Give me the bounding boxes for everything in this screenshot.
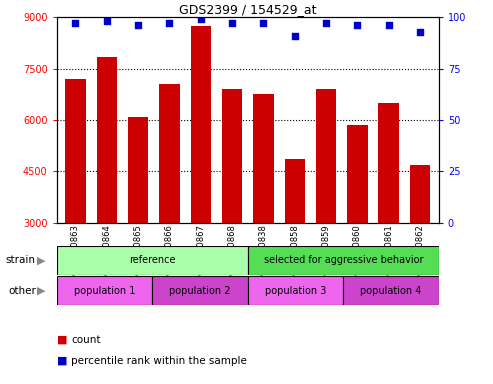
Bar — [191, 26, 211, 223]
Point — [166, 20, 174, 26]
Bar — [222, 89, 242, 223]
Point — [353, 22, 361, 28]
Text: count: count — [71, 335, 101, 345]
Text: ■: ■ — [57, 356, 67, 366]
Bar — [57, 246, 247, 275]
Text: reference: reference — [129, 255, 176, 265]
Bar — [347, 125, 367, 223]
Point — [385, 22, 392, 28]
Bar — [410, 164, 430, 223]
Point — [259, 20, 267, 26]
Text: population 3: population 3 — [265, 286, 326, 296]
Point — [322, 20, 330, 26]
Bar — [65, 79, 86, 223]
Text: selected for aggressive behavior: selected for aggressive behavior — [263, 255, 423, 265]
Point — [103, 18, 111, 25]
Bar — [247, 246, 439, 275]
Text: percentile rank within the sample: percentile rank within the sample — [71, 356, 247, 366]
Bar — [247, 276, 343, 305]
Point — [71, 20, 79, 26]
Bar — [284, 159, 305, 223]
Text: ■: ■ — [57, 335, 67, 345]
Point — [291, 33, 299, 39]
Text: population 2: population 2 — [169, 286, 231, 296]
Point — [228, 20, 236, 26]
Point — [197, 16, 205, 22]
Point — [134, 22, 142, 28]
Bar — [379, 103, 399, 223]
Bar — [97, 57, 117, 223]
Bar — [128, 117, 148, 223]
Bar — [159, 84, 179, 223]
Text: ▶: ▶ — [37, 255, 45, 265]
Point — [416, 28, 424, 35]
Bar — [343, 276, 439, 305]
Bar — [152, 276, 247, 305]
Text: strain: strain — [5, 255, 35, 265]
Bar — [316, 89, 336, 223]
Text: population 4: population 4 — [360, 286, 422, 296]
Text: other: other — [9, 286, 37, 296]
Text: ▶: ▶ — [37, 286, 45, 296]
Bar — [253, 94, 274, 223]
Title: GDS2399 / 154529_at: GDS2399 / 154529_at — [179, 3, 317, 16]
Text: population 1: population 1 — [74, 286, 135, 296]
Bar — [57, 276, 152, 305]
